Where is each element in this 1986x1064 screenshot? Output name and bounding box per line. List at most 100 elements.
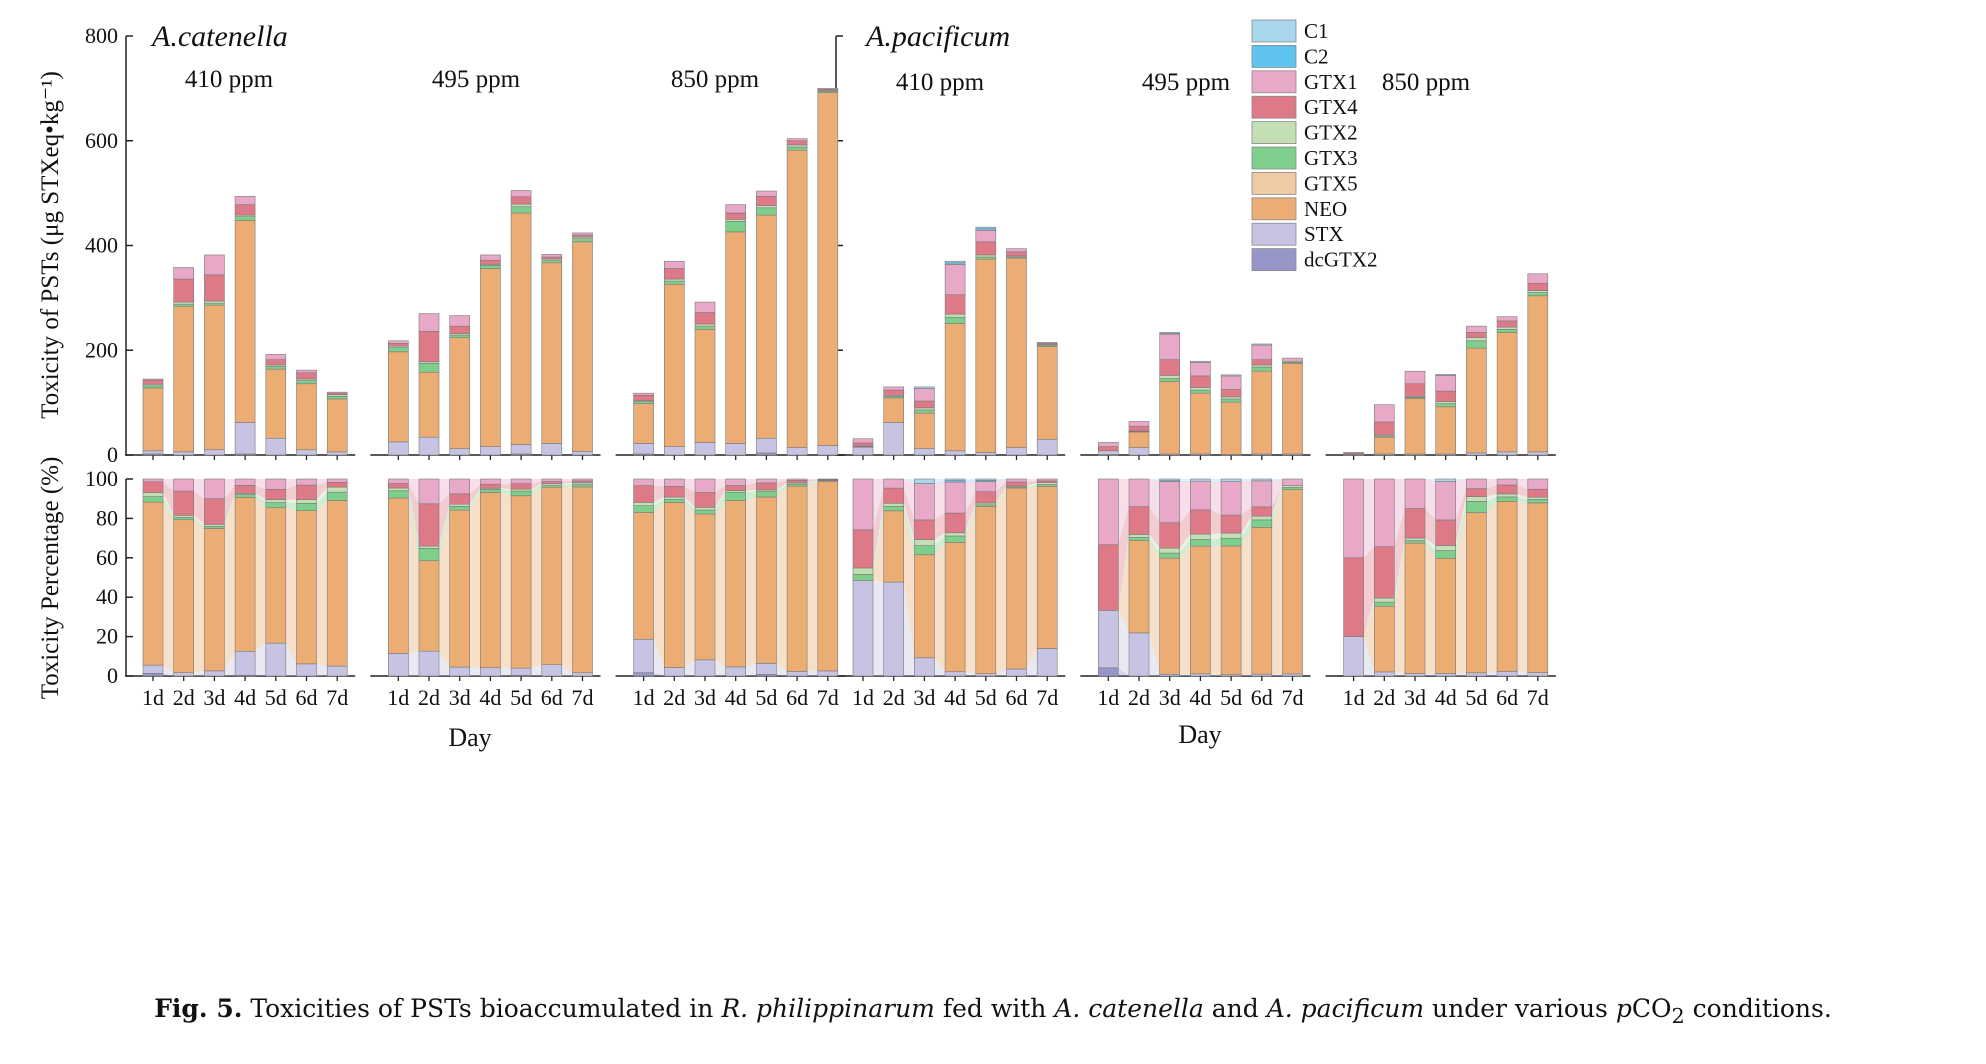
pct-bar-segment-STX	[1282, 673, 1303, 677]
pct-bar-segment-STX	[1190, 673, 1211, 677]
pct-bar-segment-GTX4	[387, 483, 409, 489]
pct-bar-segment-NEO	[883, 510, 905, 583]
pct-bar-segment-GTX1	[1466, 478, 1487, 489]
bar-segment-GTX2	[173, 301, 194, 305]
pct-bar-segment-GTX1	[1251, 480, 1273, 508]
pct-bar-segment-GTX4	[1374, 546, 1395, 599]
pct-bar-segment-GTX4	[510, 483, 532, 490]
x-tick-label: 1d	[387, 685, 409, 710]
bar-segment-STX	[480, 446, 501, 456]
caption-label: Fig. 5.	[154, 994, 243, 1023]
bar-segment-GTX3	[633, 401, 654, 404]
pct-bar-segment-NEO	[975, 506, 997, 675]
pct-bar-segment-GTX4	[1466, 488, 1487, 497]
pct-bar-segment-GTX4	[326, 481, 348, 488]
pct-bar-segment-GTX2	[418, 545, 440, 549]
bar-segment-GTX3	[480, 265, 501, 269]
pct-bar-segment-GTX1	[852, 478, 874, 531]
bar-segment-STX	[633, 443, 654, 455]
bar-segment-GTX1	[944, 264, 966, 296]
x-tick-label: 2d	[883, 685, 905, 710]
pct-bar-segment-GTX4	[1220, 514, 1242, 534]
pct-bar-segment-GTX1	[914, 483, 935, 521]
pct-bar-segment-GTX4	[449, 493, 471, 505]
caption-part: 2	[1671, 1004, 1685, 1028]
percentage-area-GTX1	[388, 479, 593, 504]
x-tick-label: 6d	[541, 685, 563, 710]
bar-segment-GTX4	[852, 442, 874, 447]
bar-segment-GTX4	[694, 312, 716, 325]
bar-segment-STX	[725, 443, 747, 456]
x-tick-label: 2d	[173, 685, 195, 710]
x-axis-label: Day	[1178, 720, 1221, 749]
legend-swatch-C2	[1251, 45, 1297, 68]
pct-bar-segment-GTX3	[296, 503, 317, 511]
legend-label-GTX5: GTX5	[1304, 171, 1358, 195]
bar-segment-STX	[541, 443, 563, 456]
legend-label-GTX2: GTX2	[1304, 121, 1358, 145]
x-tick-label: 1d	[852, 685, 874, 710]
x-tick-label: 6d	[296, 685, 318, 710]
pct-bar-segment-GTX4	[852, 529, 874, 569]
lower-y-tick-label: 40	[96, 584, 118, 609]
bar-segment-STX	[694, 442, 716, 456]
group-label: 495 ppm	[432, 66, 521, 93]
x-tick-label: 1d	[1097, 685, 1119, 710]
caption-part: and	[1203, 994, 1267, 1023]
pct-bar-segment-STX	[204, 670, 225, 677]
bar-segment-STX	[817, 445, 839, 456]
bar-segment-GTX4	[1190, 375, 1211, 388]
bar-segment-GTX3	[786, 146, 808, 151]
bar-segment-GTX3	[975, 256, 997, 260]
bar-segment-GTX4	[265, 359, 287, 366]
pct-bar-segment-NEO	[633, 512, 654, 640]
bar-segment-GTX1	[1098, 442, 1119, 447]
pct-bar-segment-GTX4	[173, 490, 194, 516]
percentage-area-GTX2	[143, 487, 348, 527]
pct-bar-segment-STX	[173, 672, 194, 677]
bar-segment-STX	[142, 450, 164, 455]
bar-segment-GTX1	[387, 340, 409, 344]
bar-segment-GTX1	[142, 378, 164, 381]
bar-segment-NEO	[1374, 436, 1395, 455]
bar-segment-GTX2	[1527, 290, 1549, 293]
bar-segment-NEO	[1128, 431, 1150, 448]
bar-segment-STX	[944, 450, 966, 456]
bar-segment-GTX1	[914, 388, 935, 402]
pct-bar-segment-NEO	[1128, 540, 1150, 634]
bar-segment-NEO	[204, 304, 225, 451]
percentage-area-GTX1	[633, 479, 838, 493]
pct-bar-segment-STX	[944, 671, 966, 677]
legend-swatch-STX	[1251, 222, 1297, 246]
pct-bar-segment-GTX1	[975, 481, 997, 492]
pct-bar-segment-NEO	[234, 497, 256, 652]
x-tick-label: 3d	[203, 685, 225, 710]
bar-segment-GTX4	[204, 274, 225, 302]
pct-bar-segment-GTX1	[1036, 478, 1058, 482]
bar-segment-GTX1	[234, 195, 256, 205]
bar-segment-NEO	[1251, 370, 1273, 455]
pct-bar-segment-GTX4	[1343, 557, 1364, 637]
figure: Toxicity of PSTs (μg STXeq•kg⁻¹) Toxicity…	[37, 19, 1556, 752]
pct-bar-segment-NEO	[1282, 489, 1303, 675]
pct-bar-segment-GTX4	[756, 482, 777, 491]
pct-bar-segment-STX	[852, 580, 874, 677]
bar-segment-NEO	[173, 305, 194, 453]
bar-segment-STX	[1098, 450, 1119, 455]
pct-bar-segment-GTX1	[883, 478, 905, 489]
pct-bar-segment-GTX3	[265, 502, 287, 509]
group-label: 410 ppm	[185, 66, 274, 93]
x-tick-label: 7d	[326, 685, 348, 710]
caption-part: fed with	[934, 994, 1055, 1023]
caption-part: CO	[1631, 994, 1672, 1023]
bar-segment-NEO	[944, 323, 966, 452]
pct-bar-segment-GTX2	[914, 539, 935, 546]
bar-segment-GTX4	[633, 394, 654, 401]
bar-segment-NEO	[663, 283, 685, 447]
bar-segment-GTX1	[1435, 375, 1456, 392]
bar-segment-STX	[449, 448, 471, 456]
x-tick-label: 3d	[694, 685, 716, 710]
legend-swatch-GTX2	[1251, 121, 1297, 144]
bar-segment-GTX3	[510, 206, 532, 214]
bar-segment-C1	[975, 226, 997, 230]
